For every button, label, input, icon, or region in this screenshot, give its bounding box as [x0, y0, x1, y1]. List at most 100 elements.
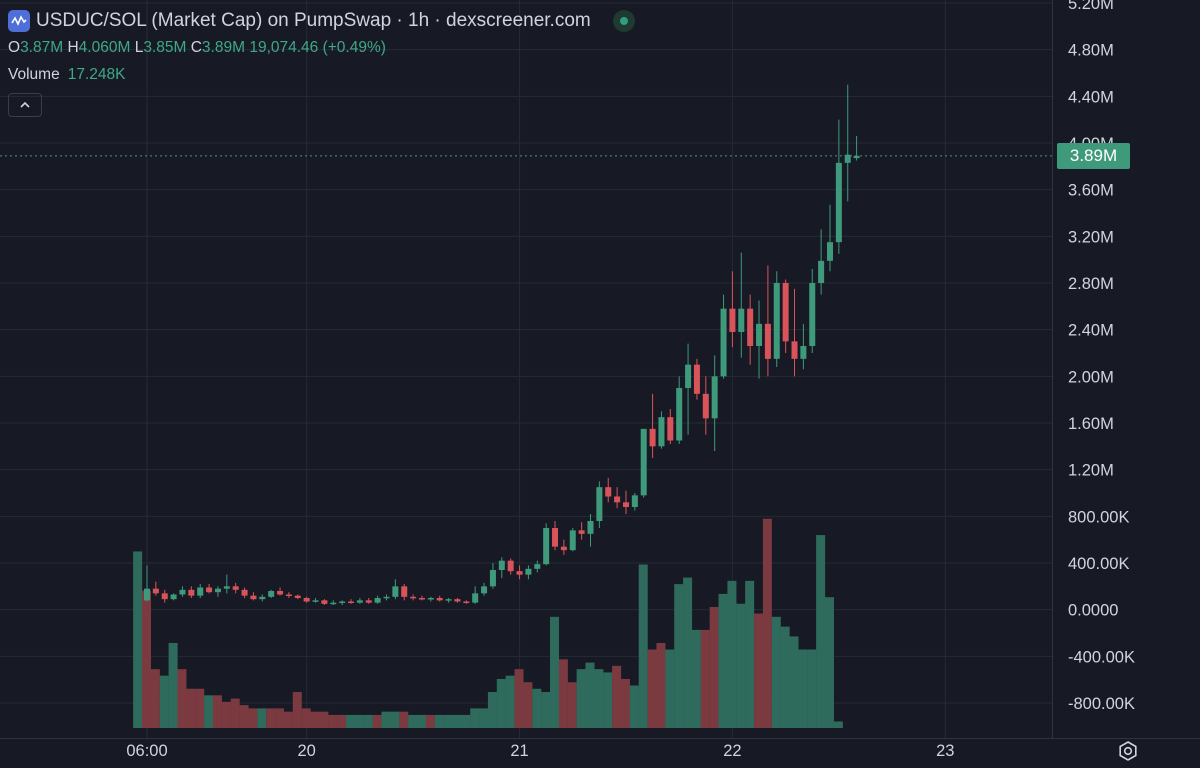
y-tick-label: -800.00K [1068, 695, 1135, 713]
volume-bar-2 [150, 669, 160, 728]
volume-bar-45 [532, 688, 542, 728]
candle-38 [481, 582, 488, 596]
grid-lines [0, 0, 1200, 739]
chart-settings-button[interactable] [1116, 739, 1140, 763]
candle-77 [826, 204, 833, 272]
open-value: 3.87M [20, 39, 64, 56]
candle-56 [640, 428, 647, 498]
candle-70 [764, 265, 771, 377]
candle-body [685, 364, 692, 388]
candle-28 [392, 579, 399, 600]
candle-14 [268, 589, 275, 598]
candle-74 [800, 323, 807, 370]
volume-bar-7 [195, 688, 205, 728]
volume-bar-78 [824, 597, 834, 728]
x-tick-label: 20 [297, 742, 315, 760]
volume-bar-43 [514, 669, 524, 728]
y-tick-label: 2.00M [1068, 368, 1114, 386]
candle-21 [330, 600, 337, 605]
candle-body [294, 595, 301, 598]
candle-10 [232, 582, 239, 594]
candle-26 [374, 595, 381, 604]
y-tick-label: -400.00K [1068, 648, 1135, 666]
candle-33 [436, 595, 443, 602]
x-tick-label: 22 [723, 742, 741, 760]
close-key: C [190, 39, 202, 56]
candle-body [206, 587, 213, 593]
candle-2 [161, 589, 168, 603]
open-key: O [8, 39, 21, 56]
volume-bar-41 [496, 678, 506, 728]
volume-bar-54 [612, 665, 622, 728]
candle-body [649, 428, 656, 447]
candle-body [268, 591, 275, 597]
candle-62 [693, 358, 700, 400]
volume-bars [133, 518, 843, 728]
candle-body [720, 308, 727, 377]
candle-body [463, 601, 470, 603]
candle-body [552, 528, 559, 547]
candle-body [259, 596, 266, 600]
volume-bar-51 [585, 662, 595, 728]
candle-9 [223, 574, 230, 594]
volume-bar-38 [470, 708, 480, 728]
candle-body [711, 376, 718, 419]
candle-76 [818, 229, 825, 295]
candle-68 [747, 294, 754, 365]
volume-bar-30 [399, 711, 409, 728]
candle-body [578, 530, 585, 534]
y-axis[interactable]: 5.20M4.80M4.40M4.00M3.60M3.20M2.80M2.40M… [1068, 0, 1135, 713]
candle-body [782, 283, 789, 342]
candle-42 [516, 565, 523, 580]
candle-73 [791, 288, 798, 377]
candle-20 [321, 599, 328, 605]
candle-64 [711, 355, 718, 451]
volume-bar-71 [762, 518, 772, 728]
chart-title-row: USDUC/SOL (Market Cap) on PumpSwap · 1h … [8, 8, 635, 34]
candle-body [773, 283, 780, 359]
candle-4 [179, 586, 186, 597]
candle-12 [250, 592, 257, 601]
volume-bar-17 [283, 711, 293, 728]
candle-body [525, 568, 532, 575]
candle-body [214, 588, 221, 593]
candle-body [161, 593, 168, 600]
candle-body [427, 598, 434, 600]
volume-bar-5 [177, 669, 187, 728]
volume-bar-26 [363, 714, 373, 728]
volume-bar-31 [408, 714, 418, 728]
candle-1 [152, 581, 159, 596]
x-axis[interactable]: 06:00 20 21 22 23 [126, 742, 954, 760]
volume-bar-48 [558, 659, 568, 728]
y-tick-label: 1.20M [1068, 462, 1114, 480]
candle-body [383, 596, 390, 599]
volume-bar-27 [372, 714, 382, 728]
volume-bar-57 [638, 564, 648, 728]
volume-bar-52 [594, 669, 604, 728]
candle-51 [596, 481, 603, 528]
candle-body [640, 428, 647, 496]
volume-bar-46 [541, 692, 551, 728]
volume-bar-10 [221, 701, 231, 728]
candle-body [835, 162, 842, 243]
candle-body [693, 364, 700, 394]
volume-bar-70 [754, 613, 764, 728]
candle-35 [454, 598, 461, 603]
candle-69 [756, 300, 763, 379]
collapse-legend-button[interactable] [8, 93, 42, 117]
candle-body [800, 346, 807, 359]
candle-body [144, 588, 150, 601]
candle-body [622, 502, 629, 507]
chevron-up-icon [20, 101, 30, 108]
volume-bar-22 [328, 714, 338, 728]
candle-30 [410, 594, 417, 601]
candle-body [747, 308, 754, 346]
candle-body [498, 560, 505, 570]
y-tick-label: 2.80M [1068, 275, 1114, 293]
x-tick-label: 06:00 [126, 742, 167, 760]
candle-50 [587, 514, 594, 547]
volume-bar-76 [807, 649, 817, 728]
volume-bar-61 [674, 584, 684, 728]
